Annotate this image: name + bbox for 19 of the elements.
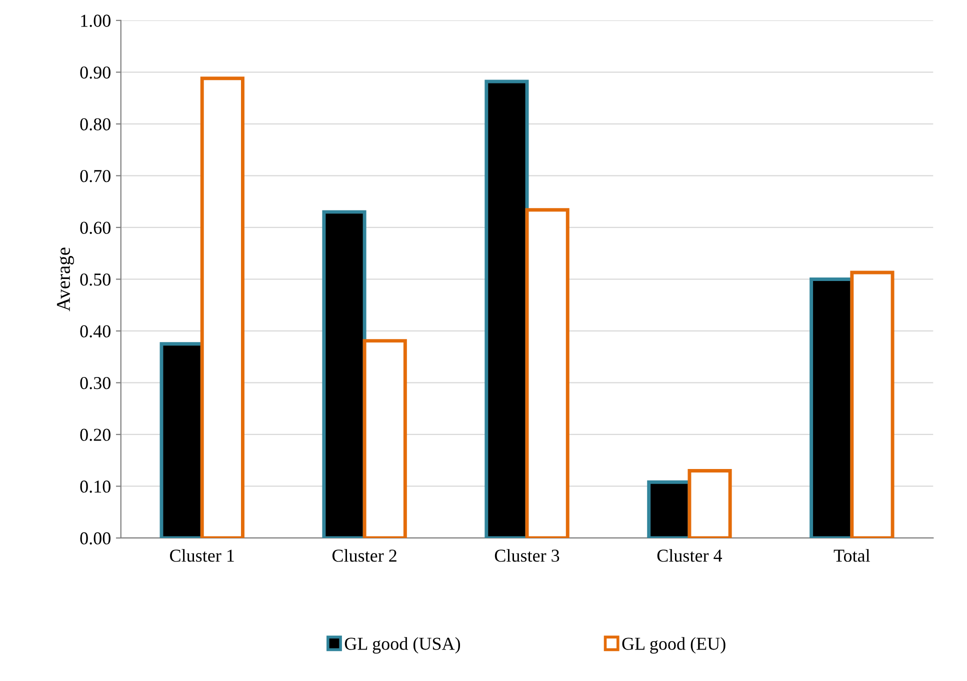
x-tick-label: Cluster 4: [657, 549, 722, 562]
y-tick-label: 0.50: [80, 273, 110, 286]
y-tick-label: 0.20: [80, 428, 110, 441]
x-tick-label: Cluster 1: [170, 549, 234, 562]
legend-label: GL good (EU): [622, 637, 726, 654]
y-tick-label: 1.00: [81, 14, 110, 27]
y-tick-label: 0.70: [80, 170, 110, 182]
y-tick-label: 0.00: [80, 532, 110, 545]
legend-label: GL good (USA): [344, 637, 460, 654]
y-tick-label: 0.90: [80, 66, 110, 79]
y-tick-label: 0.40: [80, 325, 110, 338]
y-axis-title: Average: [56, 248, 74, 312]
y-tick-label: 0.80: [80, 118, 110, 130]
x-tick-label: Total: [834, 549, 870, 562]
x-tick-label: Cluster 2: [332, 549, 396, 562]
y-tick-label: 0.30: [80, 376, 110, 390]
x-tick-label: Cluster 3: [494, 549, 560, 562]
y-tick-label: 0.10: [80, 480, 110, 493]
y-tick-label: 0.60: [80, 222, 110, 234]
